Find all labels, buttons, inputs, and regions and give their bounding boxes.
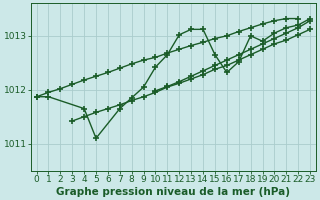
X-axis label: Graphe pression niveau de la mer (hPa): Graphe pression niveau de la mer (hPa) [56,187,290,197]
